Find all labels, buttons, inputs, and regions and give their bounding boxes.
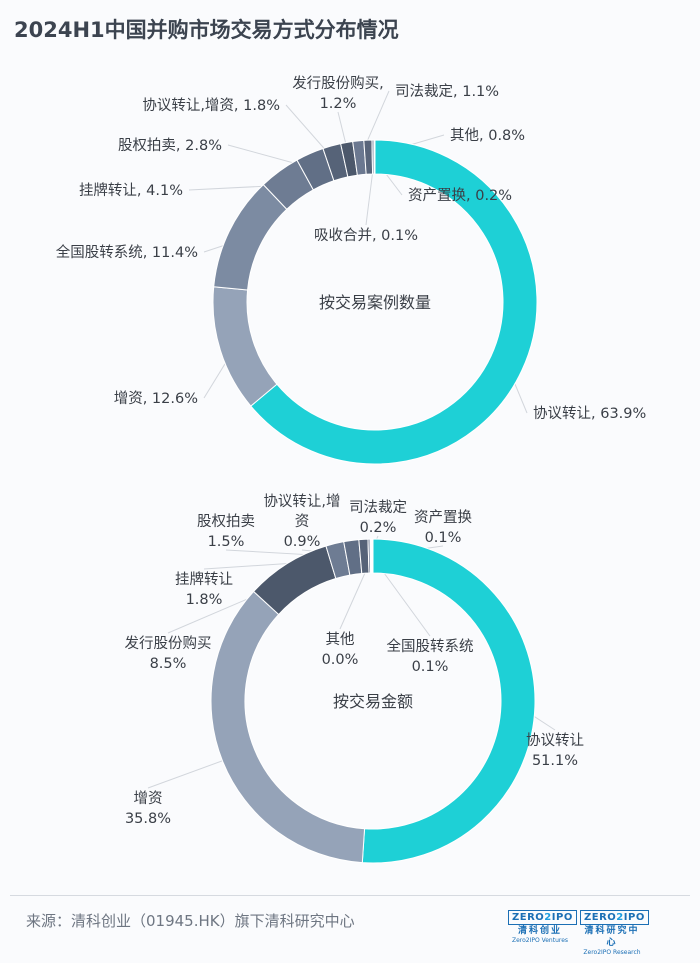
slice-label: 其他, 0.8% xyxy=(450,127,525,144)
slice-label: 挂牌转让 1.8% xyxy=(175,571,233,608)
slice-label: 增资 35.8% xyxy=(125,790,171,827)
donut-slices xyxy=(212,139,538,465)
donut-center-label: 按交易案例数量 xyxy=(319,293,431,312)
zero2ipo-research-logo: ZERO2IPO 清科研究中心 Zero2IPO Research xyxy=(580,905,649,957)
slice-label: 协议转让, 63.9% xyxy=(533,405,646,422)
slice-label: 司法裁定 0.2% xyxy=(349,499,407,536)
slice-label: 协议转让,增资 0.9% xyxy=(263,493,340,550)
logo-badge: ZERO2IPO xyxy=(580,910,649,925)
donut-slice xyxy=(213,183,288,291)
donut-slice xyxy=(371,538,374,574)
donut-slice xyxy=(361,538,536,864)
donut-slice xyxy=(212,286,278,407)
source-note: 来源：清科创业（01945.HK）旗下清科研究中心 xyxy=(26,912,355,930)
slice-label: 发行股份购买, 1.2% xyxy=(292,75,384,112)
slice-label: 增资, 12.6% xyxy=(114,390,198,407)
donut-slices xyxy=(210,538,536,864)
slice-label: 司法裁定, 1.1% xyxy=(395,83,499,100)
chart-title: 2024H1中国并购市场交易方式分布情况 xyxy=(14,18,399,42)
zero2ipo-ventures-logo: ZERO2IPO 清科创业 Zero2IPO Ventures xyxy=(508,905,577,945)
slice-label: 协议转让 51.1% xyxy=(526,732,584,769)
slice-label: 协议转让,增资, 1.8% xyxy=(142,97,280,114)
slice-label: 其他 0.0% xyxy=(322,631,359,668)
donut-center-label: 按交易金额 xyxy=(333,692,413,711)
slice-label: 全国股转系统 0.1% xyxy=(387,637,474,675)
slice-label: 挂牌转让, 4.1% xyxy=(79,182,183,199)
donut-slice xyxy=(373,139,376,175)
slice-label: 股权拍卖 1.5% xyxy=(197,513,255,550)
slice-label: 股权拍卖, 2.8% xyxy=(118,137,222,154)
slice-label: 吸收合并, 0.1% xyxy=(314,227,418,244)
logo-english-name: Zero2IPO Ventures xyxy=(511,937,569,944)
logo-chinese-name: 清科创业 xyxy=(517,926,562,936)
footer-divider xyxy=(10,895,690,896)
logo-english-name: Zero2IPO Research xyxy=(583,949,641,956)
slice-label: 资产置换 0.1% xyxy=(414,509,472,546)
donut-slice xyxy=(250,139,538,465)
logo-chinese-name: 清科研究中心 xyxy=(584,926,640,948)
slice-label: 全国股转系统, 11.4% xyxy=(56,243,198,261)
slice-label: 发行股份购买 8.5% xyxy=(125,635,212,672)
slice-label: 资产置换, 0.2% xyxy=(408,187,512,204)
logo-badge: ZERO2IPO xyxy=(508,910,577,925)
